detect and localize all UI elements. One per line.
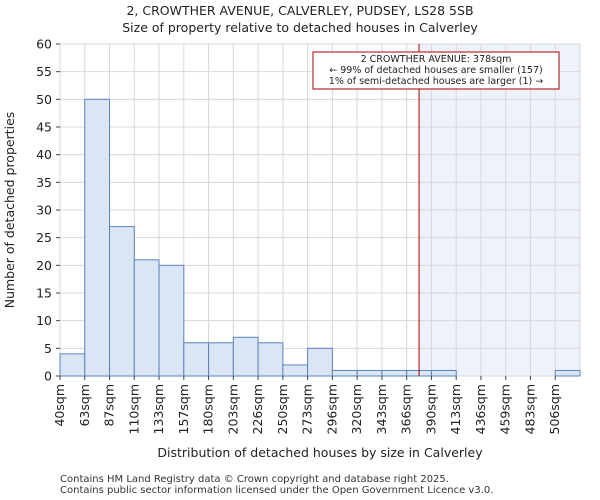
annotation-line: 2 CROWTHER AVENUE: 378sqm <box>361 54 512 65</box>
x-axis-ticks: 40sqm 63sqm 87sqm 110sqm 133sqm 157sqm 180sqm 2… <box>52 376 562 434</box>
x-tick-label: 63sqm <box>77 384 92 427</box>
x-tick-label: 250sqm <box>275 384 290 434</box>
y-tick-label: 15 <box>36 286 52 301</box>
bar <box>307 347 333 377</box>
y-tick-label: 20 <box>36 258 52 273</box>
bar <box>208 342 234 377</box>
chart-title: 2, CROWTHER AVENUE, CALVERLEY, PUDSEY, L… <box>126 3 474 18</box>
bar <box>158 264 185 377</box>
y-tick-label: 50 <box>36 92 52 107</box>
x-axis-label: Distribution of detached houses by size … <box>157 445 483 460</box>
bar <box>232 336 259 377</box>
x-tick-label: 343sqm <box>374 384 389 434</box>
y-tick-label: 40 <box>36 147 52 162</box>
bar <box>59 353 86 377</box>
bar <box>331 369 358 377</box>
bar <box>133 259 160 377</box>
x-tick-label: 506sqm <box>547 384 562 434</box>
x-tick-label: 413sqm <box>448 384 463 434</box>
y-tick-label: 35 <box>36 175 52 190</box>
bar <box>381 369 408 377</box>
x-tick-label: 180sqm <box>201 384 216 434</box>
y-tick-label: 25 <box>36 230 52 245</box>
bar <box>282 364 309 377</box>
footer-line: Contains HM Land Registry data © Crown c… <box>60 474 449 485</box>
x-tick-label: 320sqm <box>349 384 364 434</box>
x-tick-label: 40sqm <box>52 384 67 427</box>
y-axis-label: Number of detached properties <box>2 112 17 309</box>
x-tick-label: 87sqm <box>102 384 117 427</box>
x-tick-label: 273sqm <box>300 384 315 434</box>
x-tick-label: 133sqm <box>151 384 166 434</box>
annotation-line: ← 99% of detached houses are smaller (15… <box>329 65 542 76</box>
x-tick-label: 157sqm <box>176 384 191 434</box>
y-tick-label: 5 <box>44 341 52 356</box>
x-tick-label: 296sqm <box>324 384 339 434</box>
footer-line: Contains public sector information licen… <box>60 485 494 496</box>
annotation-box <box>312 51 560 90</box>
x-tick-label: 203sqm <box>225 384 240 434</box>
bar <box>109 226 135 377</box>
x-tick-label: 366sqm <box>399 384 414 434</box>
bar <box>84 98 111 377</box>
y-tick-label: 10 <box>36 313 52 328</box>
bars <box>59 98 581 377</box>
x-tick-label: 436sqm <box>473 384 488 434</box>
x-tick-label: 483sqm <box>522 384 537 434</box>
bar <box>430 369 457 377</box>
y-tick-label: 55 <box>36 64 52 79</box>
x-tick-label: 110sqm <box>126 384 141 434</box>
annotation-line: 1% of semi-detached houses are larger (1… <box>329 76 543 87</box>
x-tick-label: 459sqm <box>498 384 513 434</box>
x-tick-label: 390sqm <box>423 384 438 434</box>
marker-annotation: 2 CROWTHER AVENUE: 378sqm ← 99% of detac… <box>312 51 560 90</box>
bar <box>356 369 383 377</box>
bar <box>257 342 284 377</box>
y-tick-label: 0 <box>44 369 52 384</box>
y-tick-label: 60 <box>36 37 52 52</box>
x-tick-label: 226sqm <box>250 384 265 434</box>
y-tick-label: 30 <box>36 203 52 218</box>
bar <box>554 369 581 377</box>
y-tick-label: 45 <box>36 120 52 135</box>
y-axis-ticks: 0 5 10 15 20 25 30 35 40 45 50 55 60 <box>36 37 60 384</box>
bar <box>183 342 210 377</box>
chart-subtitle: Size of property relative to detached ho… <box>122 20 478 35</box>
